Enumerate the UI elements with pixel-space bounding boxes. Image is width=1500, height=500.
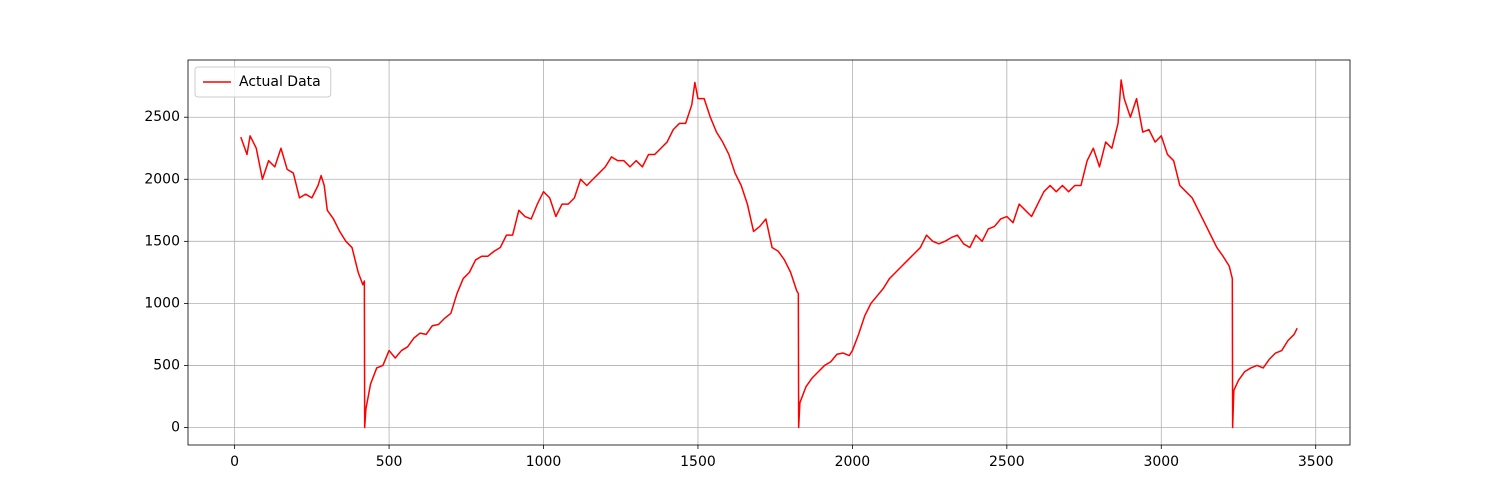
x-tick-label: 1500 [680, 454, 716, 470]
y-tick-label: 500 [153, 357, 180, 373]
x-tick-label: 3500 [1298, 454, 1334, 470]
y-tick-label: 2000 [144, 171, 180, 187]
x-tick-label: 0 [230, 454, 239, 470]
x-tick-label: 3000 [1143, 454, 1179, 470]
legend: Actual Data [194, 66, 332, 98]
y-tick-label: 1500 [144, 233, 180, 249]
data-line [240, 79, 1298, 429]
plot-frame [187, 59, 1351, 446]
x-tick-label: 2000 [835, 454, 871, 470]
y-tick-label: 2500 [144, 109, 180, 125]
y-tick-label: 1000 [144, 295, 180, 311]
x-tick-label: 1000 [526, 454, 562, 470]
x-tick-label: 2500 [989, 454, 1025, 470]
legend-box [194, 66, 332, 98]
x-tick-label: 500 [376, 454, 403, 470]
legend-label: Actual Data [239, 74, 321, 90]
y-tick-label: 0 [171, 420, 180, 436]
